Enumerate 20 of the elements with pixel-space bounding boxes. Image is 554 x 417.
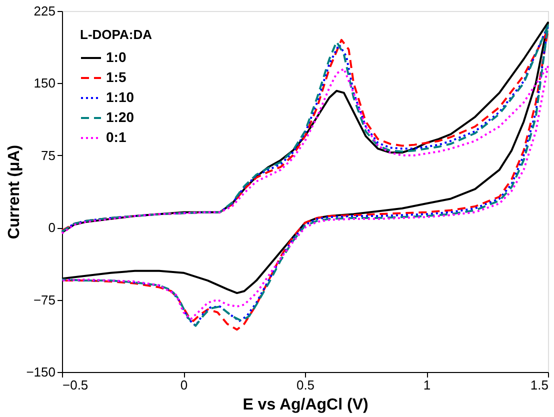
y-tick-label: 0 bbox=[48, 220, 56, 236]
x-tick-label: 1 bbox=[423, 378, 431, 392]
x-tick-label: −0.5 bbox=[62, 378, 88, 392]
y-tick-label: 150 bbox=[34, 76, 56, 91]
y-tick-label: 75 bbox=[41, 148, 56, 163]
y-tick-label: −150 bbox=[26, 364, 56, 380]
y-tick-label: 225 bbox=[34, 4, 56, 18]
x-axis-title: E vs Ag/AgCl (V) bbox=[242, 396, 368, 414]
x-tick-label: 1.5 bbox=[530, 378, 548, 392]
x-tick-label: 0 bbox=[180, 378, 188, 392]
legend-title: L-DOPA:DA bbox=[80, 27, 153, 42]
x-tick-label: 0.5 bbox=[296, 378, 315, 392]
legend-label: 1:20 bbox=[106, 109, 134, 125]
legend-label: 1:0 bbox=[106, 49, 126, 65]
line-series bbox=[61, 64, 549, 320]
legend-label: 1:10 bbox=[106, 89, 134, 105]
legend-label: 1:5 bbox=[106, 69, 126, 85]
y-axis-title: Current (μA) bbox=[6, 144, 24, 240]
y-tick-label: −75 bbox=[33, 292, 56, 308]
legend-label: 0:1 bbox=[106, 129, 126, 145]
